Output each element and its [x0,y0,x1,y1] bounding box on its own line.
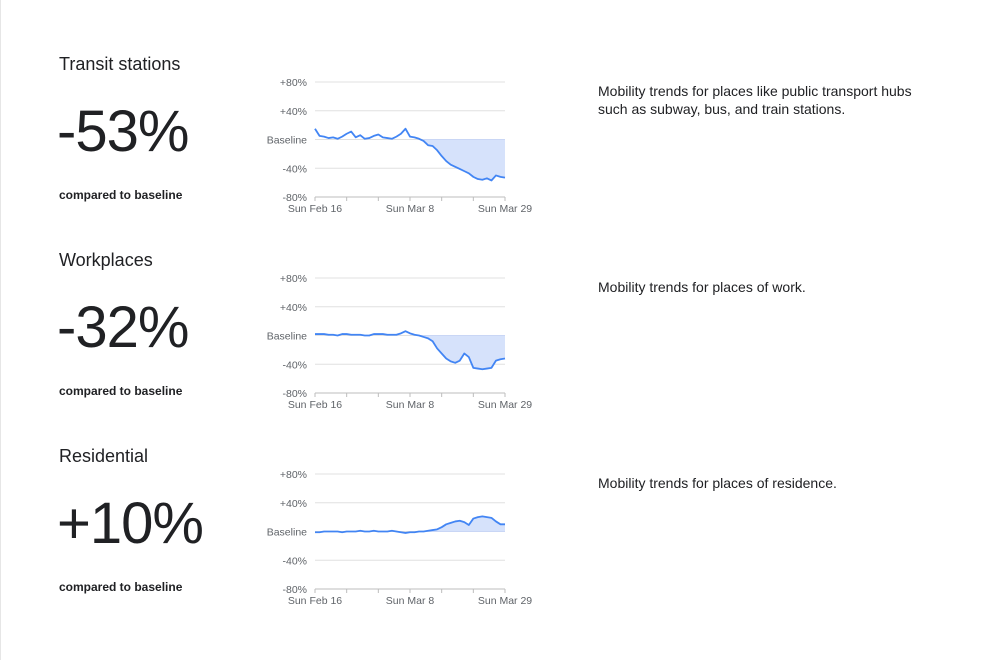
y-tick-label: -80% [282,584,307,596]
x-tick-label: Sun Mar 8 [386,399,435,411]
category-title: Residential [59,446,149,466]
deviation-area [423,139,505,181]
y-tick-label: +40% [280,302,307,314]
y-tick-label: +80% [280,273,307,285]
y-tick-label: -40% [282,163,307,175]
compared-label: compared to baseline [59,188,183,202]
change-value: -53% [57,99,189,164]
category-title: Transit stations [59,54,181,74]
trend-chart: +80% +40% Baseline -40% -80%Sun Feb 16 Sun Ma… [267,77,533,215]
category-description: Mobility trends for places like public t… [598,83,912,117]
y-tick-label: Baseline [267,135,307,147]
page-left-border [0,0,1,660]
trend-chart: +80% +40% Baseline -40% -80%Sun Feb 16 Sun Ma… [267,273,533,411]
change-value: -32% [57,295,189,360]
y-tick-label: +80% [280,77,307,89]
x-tick-label: Sun Mar 29 [478,203,532,215]
x-tick-label: Sun Feb 16 [288,399,342,411]
deviation-area [419,516,505,532]
series-line [314,127,506,182]
category-description: Mobility trends for places of work. [598,279,806,295]
x-tick-label: Sun Mar 29 [478,399,532,411]
change-value: +10% [57,491,204,556]
y-tick-label: -80% [282,388,307,400]
series-line [315,330,506,371]
y-tick-label: -40% [282,555,307,567]
compared-label: compared to baseline [59,580,183,594]
trend-chart: +80% +40% Baseline -40% -80%Sun Feb 16 Sun Ma… [267,469,533,607]
y-tick-label: +40% [280,106,307,118]
category-title: Workplaces [59,250,153,270]
deviation-area [419,335,505,370]
y-tick-label: -40% [282,359,307,371]
y-tick-label: +80% [280,469,307,481]
y-tick-label: +40% [280,498,307,510]
category-description: Mobility trends for places of residence. [598,475,837,491]
section-workplaces: Workplaces -32% compared to baseline +80… [0,196,990,411]
x-tick-label: Sun Mar 8 [386,203,435,215]
series-line [315,515,505,534]
y-tick-label: Baseline [267,527,307,539]
x-tick-label: Sun Mar 29 [478,595,532,607]
x-tick-label: Sun Feb 16 [288,203,342,215]
section-transit-stations: Transit stations -53% compared to baseli… [0,0,990,215]
y-tick-label: Baseline [267,331,307,343]
x-tick-label: Sun Mar 8 [386,595,435,607]
x-tick-label: Sun Feb 16 [288,595,342,607]
section-residential: Residential +10% compared to baseline +8… [0,392,990,607]
y-tick-label: -80% [282,192,307,204]
compared-label: compared to baseline [59,384,183,398]
